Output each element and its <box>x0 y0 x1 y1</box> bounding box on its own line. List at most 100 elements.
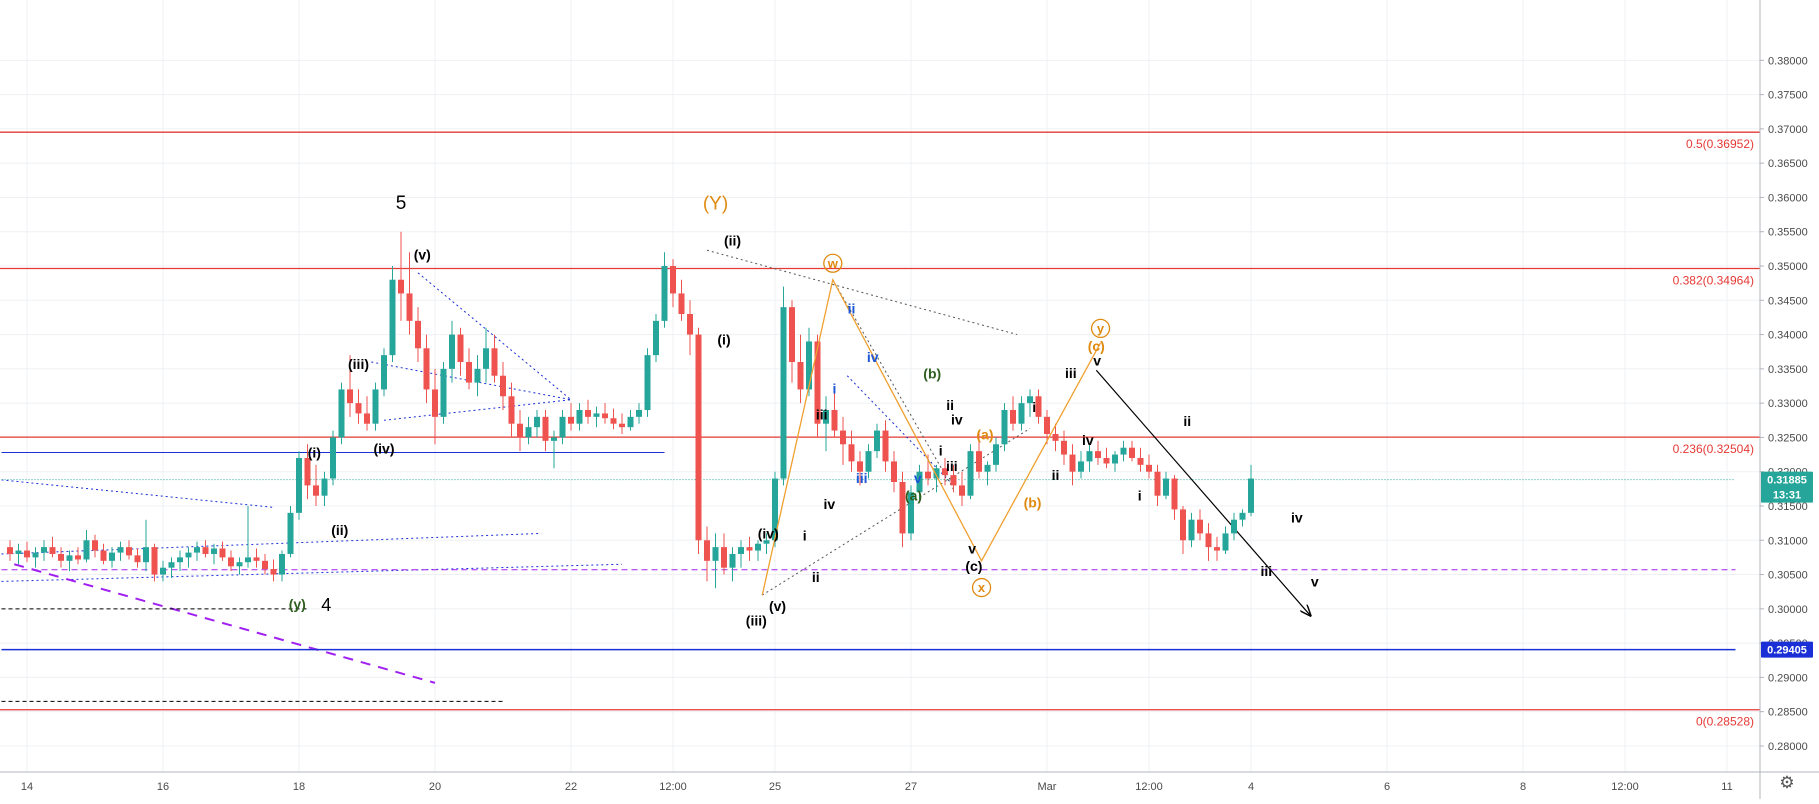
circled-label: w <box>827 256 839 271</box>
wave-label: (i) <box>308 444 321 460</box>
candle-body <box>185 552 192 558</box>
candle-body <box>1214 547 1220 551</box>
candle-body <box>211 548 217 554</box>
x-tick-label: 14 <box>21 781 33 793</box>
price-tag-box <box>1761 486 1813 503</box>
candle-body <box>406 293 413 321</box>
y-tick-label: 0.38000 <box>1768 55 1808 67</box>
candle-body <box>440 368 447 417</box>
x-tick-label: Mar <box>1038 781 1057 793</box>
wave-label: 4 <box>321 595 331 615</box>
candle-body <box>576 409 583 424</box>
trendline <box>417 272 572 401</box>
wave-label: iii <box>856 470 868 486</box>
price-tags: 0.31885 13:31 0.29405 <box>1761 471 1813 658</box>
price-tag-label: 0.29405 <box>1767 645 1807 657</box>
wave-label: (ii) <box>724 233 741 249</box>
wave-label: iii <box>946 458 958 474</box>
candle-body <box>840 430 846 445</box>
y-tick-label: 0.37500 <box>1768 90 1808 102</box>
wave-path <box>761 277 1102 596</box>
candle-body <box>202 547 209 554</box>
fib-level-label: 0.382(0.34964) <box>1673 273 1754 287</box>
wave-label: (ii) <box>331 522 348 538</box>
wave-label: i <box>833 381 837 397</box>
candle-body <box>1086 451 1093 462</box>
candle-body <box>1027 396 1033 404</box>
candle-body <box>746 547 753 551</box>
candle-body <box>381 355 387 390</box>
candle-body <box>585 409 591 417</box>
candle-body <box>789 307 795 363</box>
wave-labels: 5(v)(iii)(iv)(i)(ii)(y) 4(Y)(ii)(i)(iv) i(… <box>289 193 1319 628</box>
candle-body <box>1035 396 1042 417</box>
wave-label: v <box>1311 573 1319 589</box>
candle-body <box>457 334 464 363</box>
candle-body <box>474 368 481 383</box>
circled-label-ring <box>823 253 843 273</box>
candle-body <box>534 416 540 428</box>
trendline <box>846 375 954 486</box>
trendline <box>13 563 436 684</box>
y-tick-label: 0.34000 <box>1768 330 1808 342</box>
fib-level-label: 0(0.28528) <box>1696 715 1754 729</box>
candle-body <box>253 557 260 561</box>
candle-body <box>1078 461 1084 472</box>
candle-body <box>355 403 362 414</box>
circled-label: y <box>1097 321 1105 336</box>
candle-body <box>1112 454 1118 464</box>
candle-body <box>755 543 761 551</box>
chart-settings-button[interactable]: ⚙ <box>1776 772 1798 794</box>
x-tick-label: 6 <box>1384 781 1390 793</box>
price-tag-label: 13:31 <box>1773 490 1801 502</box>
candle-body <box>1180 509 1186 541</box>
x-tick-label: 22 <box>565 781 577 793</box>
candle-body <box>58 553 64 561</box>
candle-body <box>49 547 56 554</box>
candle-body <box>661 266 668 321</box>
candle-body <box>41 547 47 553</box>
candle-body <box>1103 457 1110 464</box>
candle-body <box>891 461 897 482</box>
wave-label: v <box>968 540 976 556</box>
candle-body <box>848 444 855 462</box>
candle-body <box>415 320 421 349</box>
y-tick-label: 0.29000 <box>1768 672 1808 684</box>
y-tick-label: 0.33000 <box>1768 398 1808 410</box>
candle-body <box>908 492 914 534</box>
candle-body <box>219 548 226 558</box>
candle-body <box>83 540 90 560</box>
trendline <box>1095 369 1310 615</box>
candle-body <box>449 334 455 369</box>
wave-label: (a) <box>976 427 993 443</box>
y-tick-label: 0.36000 <box>1768 192 1808 204</box>
candle-body <box>695 334 702 541</box>
candle-body <box>882 430 889 462</box>
y-tick-label: 0.31500 <box>1768 501 1808 513</box>
candle-body <box>636 409 642 417</box>
trendline <box>706 249 1018 336</box>
candle-body <box>491 348 498 376</box>
candle-body <box>593 413 600 417</box>
candle-body <box>823 409 829 424</box>
wave-label: ii <box>946 397 954 413</box>
candle-body <box>270 569 277 575</box>
grid <box>0 0 1760 772</box>
wave-label: iv <box>867 349 879 365</box>
x-tick-label: 18 <box>293 781 305 793</box>
fib-level-label: 0.236(0.32504) <box>1673 442 1754 456</box>
circled-label: x <box>978 580 986 595</box>
wave-label: (y) <box>289 596 306 612</box>
fib-level-label: 0.5(0.36952) <box>1686 137 1754 151</box>
candle-body <box>874 430 880 452</box>
candle-body <box>610 418 617 424</box>
wave-label: (iii) <box>348 356 369 372</box>
y-tick-label: 0.30500 <box>1768 570 1808 582</box>
candle-body <box>916 471 923 493</box>
wave-label: 5 <box>396 193 407 214</box>
candle-body <box>1239 512 1246 520</box>
candle-body <box>1120 447 1127 455</box>
